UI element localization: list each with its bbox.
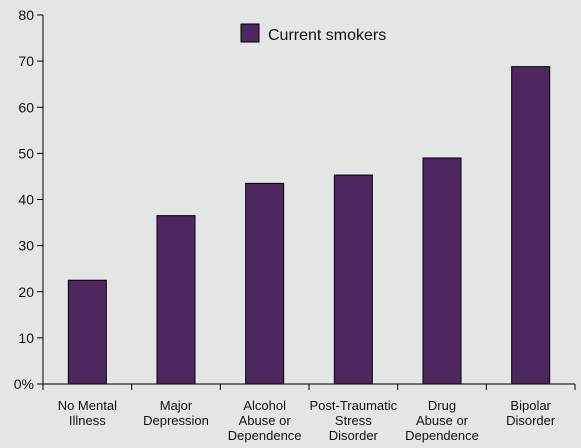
bar	[245, 182, 285, 385]
category-label-line: Post-Traumatic	[310, 398, 398, 413]
x-axis	[42, 383, 576, 390]
y-tick-label: 0%	[14, 376, 34, 392]
category-label: Drug Abuse or Dependence	[405, 398, 479, 443]
category-label: Bipolar Disorder	[506, 398, 556, 428]
category-label-line: Depression	[143, 413, 209, 428]
category-label-line: Abuse or	[416, 413, 469, 428]
category-label-line: Illness	[69, 413, 106, 428]
category-label-line: Drug	[428, 398, 456, 413]
legend: Current smokers	[240, 23, 386, 44]
y-tick-label: 80	[18, 7, 34, 23]
y-tick-label: 50	[18, 145, 34, 161]
category-label-line: Stress	[335, 413, 372, 428]
bar	[511, 66, 551, 385]
bar	[422, 157, 462, 385]
category-label-line: Abuse or	[239, 413, 292, 428]
category-label-line: Dependence	[405, 428, 479, 443]
legend-label: Current smokers	[268, 27, 386, 44]
y-tick-label: 60	[18, 99, 34, 115]
category-label-line: No Mental	[58, 398, 117, 413]
category-label-line: Disorder	[506, 413, 556, 428]
category-label: Major Depression	[143, 398, 209, 428]
category-label-line: Major	[160, 398, 193, 413]
y-tick-label: 20	[18, 284, 34, 300]
y-axis: 0% 10 20 30 40 50 60 70 80	[14, 7, 44, 392]
y-tick-label: 30	[18, 238, 34, 254]
bar	[333, 174, 373, 385]
y-tick-label: 40	[18, 192, 34, 208]
category-label-line: Alcohol	[243, 398, 286, 413]
y-tick-label: 70	[18, 53, 34, 69]
category-label: Alcohol Abuse or Dependence	[228, 398, 302, 443]
category-label: No Mental Illness	[58, 398, 117, 428]
bar-series	[67, 66, 551, 385]
category-label-line: Dependence	[228, 428, 302, 443]
category-label: Post-Traumatic Stress Disorder	[310, 398, 398, 443]
bar	[67, 279, 107, 385]
legend-swatch	[240, 23, 260, 43]
category-label-line: Disorder	[329, 428, 379, 443]
category-label-line: Bipolar	[510, 398, 551, 413]
y-tick-label: 10	[18, 330, 34, 346]
bar	[156, 215, 196, 385]
